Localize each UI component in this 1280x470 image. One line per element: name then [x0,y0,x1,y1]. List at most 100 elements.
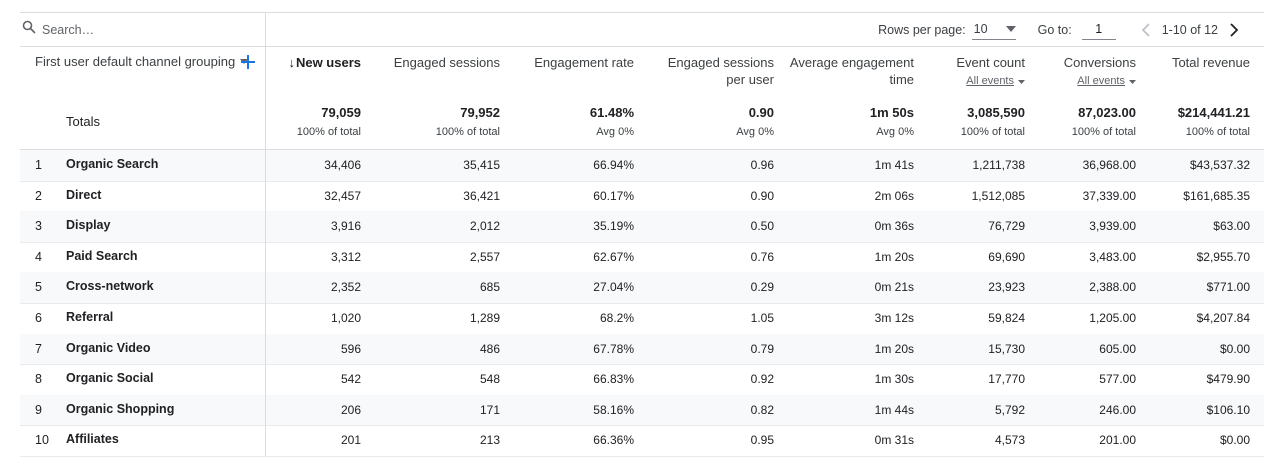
cell-engagement-rate: 60.17% [593,188,634,203]
row-divider [20,364,1264,366]
search-input[interactable] [42,22,242,37]
row-channel-name: Organic Social [66,371,154,386]
cell-event-count: 1,512,085 [971,188,1025,203]
total-value: 0.90 [748,105,774,120]
cell-avg-engagement-time: 2m 06s [874,188,914,203]
total-subtext: 100% of total [1071,126,1136,138]
row-index: 4 [35,249,42,264]
total-subtext: Avg 0% [736,126,774,138]
total-subtext: Avg 0% [596,126,634,138]
cell-engaged-sessions: 685 [479,280,500,295]
cell-engagement-rate: 66.83% [593,372,634,387]
totals-divider [20,149,1264,150]
rows-per-page-select[interactable]: 10 [971,20,1016,40]
cell-engaged-per-user: 0.92 [750,372,774,387]
cell-engaged-sessions: 171 [479,402,500,417]
cell-engaged-per-user: 0.82 [750,402,774,417]
cell-new-users: 542 [340,372,361,387]
column-header-conversions[interactable]: Conversions All events [1064,54,1136,90]
table-row[interactable]: 7 Organic Video 596 486 67.78% 0.79 1m 20s 15,7… [20,333,1264,365]
row-channel-name: Paid Search [66,248,138,263]
event-filter-label: All events [1077,75,1125,87]
cell-event-count: 59,824 [988,311,1025,325]
dropdown-caret-icon [1018,79,1025,84]
row-divider [20,456,1264,457]
row-channel-name: Cross-network [66,279,154,294]
table-row[interactable]: 9 Organic Shopping 206 171 58.16% 0.82 1m 44s 5… [20,394,1264,426]
column-header-new-users[interactable]: ↓New users [288,54,361,71]
cell-engaged-per-user: 0.95 [750,433,774,448]
table-row[interactable]: 5 Cross-network 2,352 685 27.04% 0.29 0m 21s 23… [20,272,1264,304]
total-cell-engagement-rate: 61.48% Avg 0% [590,105,634,139]
column-label-line2: time [889,72,914,87]
cell-engagement-rate: 27.04% [593,280,634,295]
cell-engaged-per-user: 0.96 [750,158,774,172]
cell-engaged-sessions: 486 [479,341,500,356]
report-table: Rows per page: 10 Go to: 1-10 of 12 Firs… [20,12,1264,458]
column-header-total-revenue[interactable]: Total revenue [1172,54,1250,71]
cell-conversions: 201.00 [1099,433,1136,448]
column-header-event-count[interactable]: Event count All events [956,54,1025,90]
cell-engaged-per-user: 1.05 [750,311,774,325]
cell-total-revenue: $479.90 [1206,372,1250,387]
table-row[interactable]: 1 Organic Search 34,406 35,415 66.94% 0.96 1m … [20,150,1264,181]
row-divider [20,303,1264,304]
cell-engaged-sessions: 2,557 [469,249,500,264]
chevron-right-icon [1230,22,1239,37]
column-header-engagement-rate[interactable]: Engagement rate [534,54,634,71]
table-row[interactable]: 3 Display 3,916 2,012 35.19% 0.50 0m 36s 76,729… [20,211,1264,243]
cell-total-revenue: $63.00 [1213,219,1250,234]
row-index: 3 [35,219,42,234]
cell-event-count: 23,923 [988,280,1025,295]
rows-per-page-label: Rows per page: [878,22,966,37]
cell-engagement-rate: 66.36% [593,433,634,448]
cell-engaged-per-user: 0.79 [750,341,774,356]
event-filter-label: All events [966,75,1014,87]
table-row[interactable]: 4 Paid Search 3,312 2,557 62.67% 0.76 1m 20s 69… [20,241,1264,273]
cell-engagement-rate: 68.2% [599,311,634,325]
table-row[interactable]: 8 Organic Social 542 548 66.83% 0.92 1m 30s 17,… [20,364,1264,396]
total-cell-total-revenue: $214,441.21 100% of total [1178,105,1250,139]
cell-conversions: 3,483.00 [1089,249,1136,264]
row-divider [20,425,1264,427]
chevron-left-icon [1141,22,1150,37]
event-filter-dropdown[interactable]: All events [966,73,1025,90]
cell-total-revenue: $4,207.84 [1196,311,1250,325]
column-divider [265,364,266,396]
cell-avg-engagement-time: 0m 21s [874,280,914,295]
add-dimension-button[interactable] [238,52,258,72]
goto-page-input[interactable] [1081,19,1116,40]
column-header-average-engagement-time[interactable]: Average engagement time [790,54,914,88]
table-row[interactable]: 6 Referral 1,020 1,289 68.2% 1.05 3m 12s 59,824… [20,303,1264,334]
table-row[interactable]: 10 Affiliates 201 213 66.36% 0.95 0m 31s 4,573 2… [20,425,1264,457]
cell-avg-engagement-time: 0m 31s [874,433,914,448]
cell-new-users: 2,352 [330,280,361,295]
dimension-header-label: First user default channel grouping [35,54,236,69]
total-subtext: 100% of total [296,126,361,138]
column-header-engaged-sessions[interactable]: Engaged sessions [394,54,500,71]
previous-page-button[interactable] [1136,20,1156,40]
row-index: 9 [35,402,42,417]
cell-engaged-per-user: 0.76 [750,249,774,264]
table-row[interactable]: 2 Direct 32,457 36,421 60.17% 0.90 2m 06s 1,512… [20,180,1264,212]
cell-new-users: 596 [340,341,361,356]
cell-engaged-per-user: 0.90 [750,188,774,203]
next-page-button[interactable] [1224,20,1244,40]
cell-total-revenue: $0.00 [1219,341,1250,356]
cell-total-revenue: $771.00 [1206,280,1250,295]
cell-conversions: 1,205.00 [1089,311,1136,325]
column-label-line2: per user [726,72,774,87]
row-divider [20,180,1264,182]
column-header-engaged-sessions-per-user[interactable]: Engaged sessions per user [668,54,774,88]
column-label: Total revenue [1171,55,1250,70]
row-index: 6 [35,311,42,325]
row-channel-name: Display [66,218,111,233]
dimension-selector[interactable]: First user default channel grouping [35,54,249,69]
conversion-event-filter-dropdown[interactable]: All events [1077,73,1136,90]
search-bar [20,13,265,46]
cell-avg-engagement-time: 1m 41s [874,158,914,172]
total-subtext: 100% of total [960,126,1025,138]
column-divider [265,425,266,457]
total-cell-event-count: 3,085,590 100% of total [961,105,1025,139]
column-label: Conversions [1063,55,1136,70]
